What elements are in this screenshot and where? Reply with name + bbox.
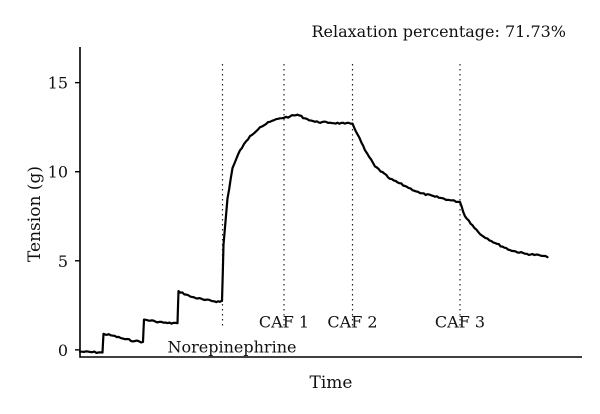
y-tick-label: 0 bbox=[58, 341, 68, 360]
y-tick-label: 5 bbox=[58, 252, 68, 271]
y-axis-ticks: 0 5 10 15 bbox=[48, 74, 80, 360]
event-annotations: Norepinephrine CAF 1 CAF 2 CAF 3 bbox=[168, 312, 486, 356]
event-lines bbox=[221, 64, 461, 326]
x-axis-title: Time bbox=[310, 373, 353, 393]
tension-trace bbox=[78, 113, 549, 354]
annotation-label: Norepinephrine bbox=[168, 337, 297, 356]
axes bbox=[79, 47, 582, 358]
y-tick-label: 15 bbox=[48, 74, 68, 93]
y-axis-title: Tension (g) bbox=[25, 166, 45, 262]
relaxation-percentage-label: Relaxation percentage: 71.73% bbox=[311, 22, 566, 41]
annotation-label: CAF 3 bbox=[435, 312, 485, 331]
annotation-label: CAF 1 bbox=[259, 312, 309, 331]
y-tick-label: 10 bbox=[48, 163, 68, 182]
annotation-label: CAF 2 bbox=[327, 312, 377, 331]
